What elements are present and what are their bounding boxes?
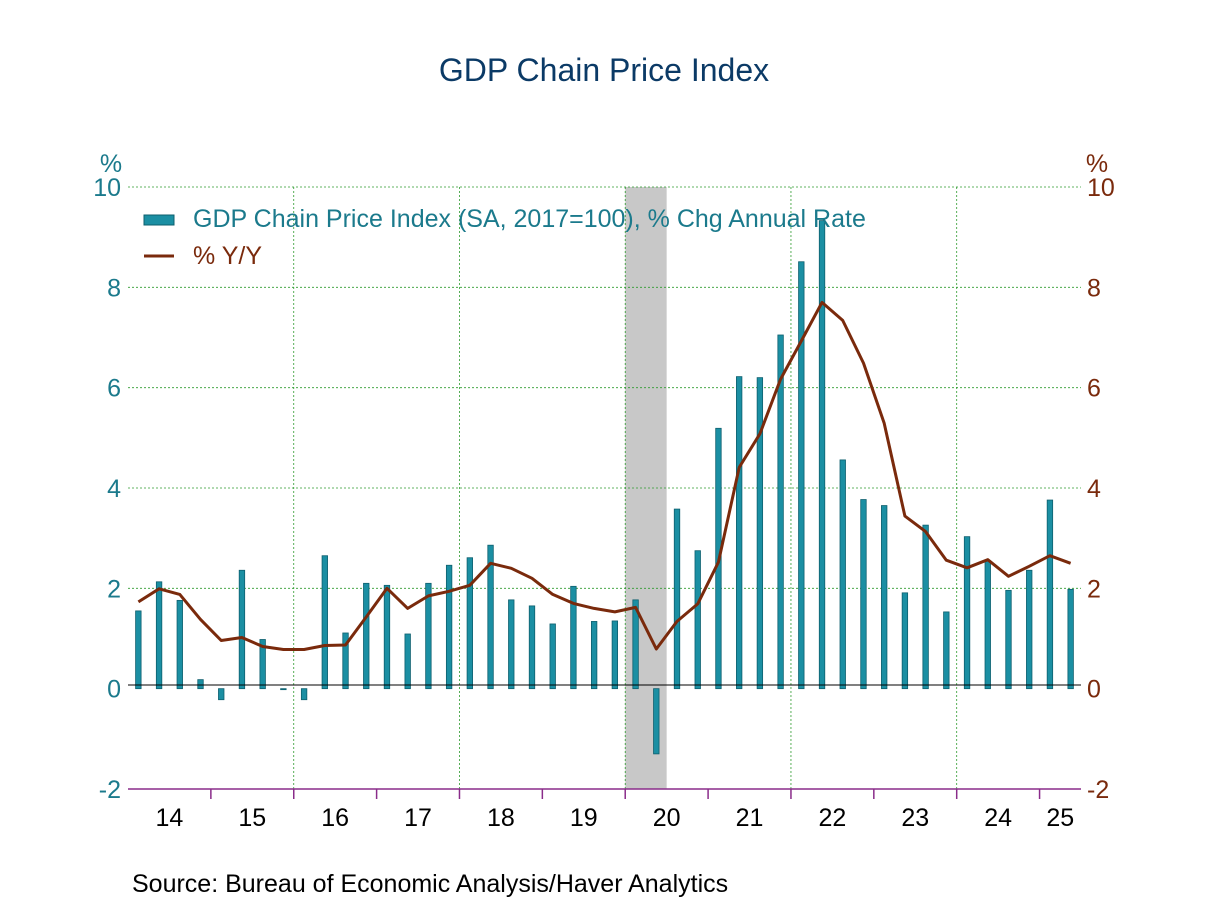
bar bbox=[425, 582, 432, 690]
bar bbox=[280, 688, 287, 691]
x-tick-label: 23 bbox=[901, 804, 929, 832]
bar bbox=[508, 599, 515, 690]
left-axis: % -2 0 2 4 6 8 10 bbox=[93, 150, 122, 804]
bar bbox=[881, 505, 888, 690]
bar bbox=[860, 499, 867, 690]
bar bbox=[321, 555, 328, 690]
bar bbox=[632, 599, 639, 690]
left-tick-label: 0 bbox=[107, 676, 121, 704]
bar bbox=[487, 544, 494, 690]
left-tick-label: 6 bbox=[107, 375, 121, 403]
x-tick-label: 24 bbox=[984, 804, 1012, 832]
bar bbox=[1046, 499, 1054, 690]
x-axis-ticks: 14 15 16 17 18 19 20 21 22 23 24 25 bbox=[156, 789, 1074, 832]
left-axis-unit: % bbox=[100, 150, 122, 178]
legend-bar-swatch bbox=[143, 214, 175, 226]
bar bbox=[963, 536, 971, 690]
right-axis-unit: % bbox=[1086, 150, 1108, 178]
bar bbox=[756, 377, 764, 690]
bar bbox=[197, 679, 204, 690]
bar bbox=[901, 592, 909, 690]
left-tick-label: 4 bbox=[107, 475, 121, 503]
right-tick-label: 4 bbox=[1087, 475, 1101, 503]
right-tick-label: 10 bbox=[1087, 174, 1115, 202]
left-tick-label: 2 bbox=[107, 575, 121, 603]
bar bbox=[135, 610, 142, 690]
bar bbox=[777, 334, 784, 690]
x-tick-label: 19 bbox=[570, 804, 598, 832]
legend-bar-label: GDP Chain Price Index (SA, 2017=100), % … bbox=[193, 205, 866, 233]
right-tick-label: -2 bbox=[1087, 776, 1109, 804]
bar bbox=[238, 569, 246, 690]
bar bbox=[984, 560, 991, 690]
bar bbox=[839, 459, 846, 690]
right-tick-label: 6 bbox=[1087, 375, 1101, 403]
bar bbox=[176, 599, 183, 690]
bar bbox=[1067, 588, 1074, 690]
right-tick-label: 0 bbox=[1087, 676, 1101, 704]
bar bbox=[818, 220, 826, 690]
bar bbox=[218, 688, 225, 701]
bar bbox=[570, 585, 577, 690]
source-note: Source: Bureau of Economic Analysis/Have… bbox=[132, 870, 729, 898]
bar bbox=[653, 688, 660, 755]
bar bbox=[798, 261, 805, 690]
bar bbox=[300, 688, 308, 701]
x-tick-label: 18 bbox=[487, 804, 515, 832]
bar bbox=[694, 550, 701, 690]
bar bbox=[943, 611, 950, 690]
bar bbox=[922, 524, 929, 690]
legend-line-label: % Y/Y bbox=[193, 242, 262, 270]
bar bbox=[404, 633, 411, 690]
bar bbox=[673, 508, 681, 690]
x-tick-label: 15 bbox=[238, 804, 266, 832]
left-tick-label: 10 bbox=[93, 174, 121, 202]
bar bbox=[445, 564, 453, 690]
x-tick-label: 14 bbox=[156, 804, 184, 832]
x-tick-label: 22 bbox=[818, 804, 846, 832]
bar bbox=[259, 639, 266, 690]
x-tick-label: 21 bbox=[736, 804, 764, 832]
right-tick-label: 2 bbox=[1087, 575, 1101, 603]
x-tick-label: 25 bbox=[1046, 804, 1074, 832]
yy-line-series bbox=[137, 300, 1072, 651]
left-tick-label: -2 bbox=[99, 776, 121, 804]
legend: GDP Chain Price Index (SA, 2017=100), % … bbox=[143, 205, 866, 270]
bar bbox=[383, 584, 391, 690]
right-tick-label: 8 bbox=[1087, 274, 1101, 302]
bar bbox=[342, 632, 349, 690]
bar-series bbox=[135, 220, 1074, 755]
x-tick-label: 17 bbox=[404, 804, 432, 832]
bar bbox=[528, 605, 536, 690]
chart-title: GDP Chain Price Index bbox=[438, 52, 770, 88]
bar bbox=[1026, 569, 1033, 690]
bar bbox=[363, 582, 370, 690]
bar bbox=[155, 581, 163, 690]
bar bbox=[611, 620, 619, 690]
left-tick-label: 8 bbox=[107, 274, 121, 302]
x-tick-label: 20 bbox=[653, 804, 681, 832]
bar bbox=[590, 621, 598, 690]
bar bbox=[549, 623, 556, 690]
right-axis: % -2 0 2 4 6 8 10 bbox=[1086, 150, 1115, 804]
bar bbox=[466, 557, 473, 690]
bar bbox=[736, 376, 743, 690]
x-tick-label: 16 bbox=[321, 804, 349, 832]
bar bbox=[1005, 589, 1012, 690]
